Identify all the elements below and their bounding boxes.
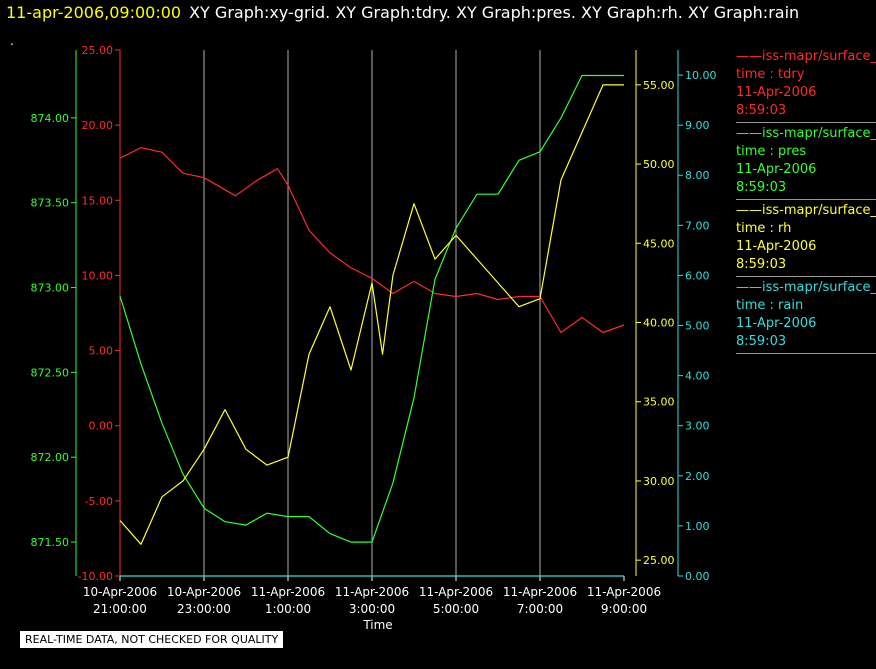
- legend-swatch-line: ——: [736, 280, 762, 295]
- x-tick-label: 10-Apr-2006: [83, 585, 157, 599]
- x-tick-label: 5:00:00: [433, 602, 479, 616]
- rh-tick-label: 40.00: [643, 317, 675, 330]
- legend-series-name: ——iss-mapr/surface_m: [736, 203, 876, 218]
- legend-date: 11-Apr-2006: [736, 316, 817, 331]
- rain-tick-label: 9.00: [685, 119, 710, 132]
- title-bar: 11-apr-2006,09:00:00 XY Graph:xy-grid. XY…: [6, 2, 799, 26]
- x-tick-label: 3:00:00: [349, 602, 395, 616]
- status-dot: .: [10, 34, 14, 48]
- x-tick-label: 11-Apr-2006: [587, 585, 661, 599]
- axes: 10-Apr-2006 21:00:00 10-Apr-2006 23:00:00 11…: [31, 44, 717, 616]
- legend-swatch-line: ——: [736, 126, 762, 141]
- rh-tick-label: 55.00: [643, 79, 675, 92]
- tdry-tick-label: -10.00: [78, 570, 113, 583]
- tdry-tick-label: 20.00: [82, 119, 114, 132]
- pres-tick-label: 874.00: [31, 112, 70, 125]
- pres-series-line: [119, 74, 624, 543]
- rh-series-line: [119, 84, 624, 545]
- pres-tick-label: 871.50: [31, 536, 70, 549]
- pres-tick-label: 872.50: [31, 366, 70, 379]
- x-tick-label: 21:00:00: [93, 602, 147, 616]
- legend-variable: time : tdry: [736, 67, 805, 82]
- x-tick-label: 1:00:00: [265, 602, 311, 616]
- legend-series-name: ——iss-mapr/surface_m: [736, 49, 876, 64]
- legend-entry-tdry: ——iss-mapr/surface_m time : tdry 11-Apr-…: [736, 48, 876, 123]
- x-axis-label: Time: [362, 618, 392, 632]
- legend-date: 11-Apr-2006: [736, 239, 817, 254]
- x-tick-label: 11-Apr-2006: [419, 585, 493, 599]
- pres-tick-label: 873.00: [31, 282, 70, 295]
- x-tick-label: 11-Apr-2006: [503, 585, 577, 599]
- rain-tick-label: 5.00: [685, 320, 710, 333]
- x-tick-label: 11-Apr-2006: [251, 585, 325, 599]
- rain-tick-label: 0.00: [685, 570, 710, 583]
- rain-tick-label: 4.00: [685, 370, 710, 383]
- legend-swatch-line: ——: [736, 203, 762, 218]
- legend-swatch-line: ——: [736, 49, 762, 64]
- legend-variable: time : rain: [736, 298, 804, 313]
- legend-time: 8:59:03: [736, 103, 787, 118]
- legend-series-name: ——iss-mapr/surface_m: [736, 126, 876, 141]
- legend-date: 11-Apr-2006: [736, 85, 817, 100]
- legend-variable: time : pres: [736, 144, 807, 159]
- rh-tick-label: 30.00: [643, 475, 675, 488]
- legend-time: 8:59:03: [736, 334, 787, 349]
- tdry-tick-label: 5.00: [89, 345, 114, 358]
- x-tick-label: 10-Apr-2006: [167, 585, 241, 599]
- legend: ——iss-mapr/surface_m time : tdry 11-Apr-…: [736, 48, 876, 356]
- legend-time: 8:59:03: [736, 257, 787, 272]
- rain-tick-label: 7.00: [685, 219, 710, 232]
- rh-tick-label: 25.00: [643, 554, 675, 567]
- legend-variable: time : rh: [736, 221, 792, 236]
- legend-entry-rh: ——iss-mapr/surface_m time : rh 11-Apr-20…: [736, 202, 876, 277]
- graph-list: XY Graph:xy-grid. XY Graph:tdry. XY Grap…: [189, 3, 800, 22]
- grid-lines: [203, 50, 541, 576]
- rain-tick-label: 3.00: [685, 420, 710, 433]
- rh-tick-label: 50.00: [643, 158, 675, 171]
- rain-tick-label: 1.00: [685, 520, 710, 533]
- x-tick-label: 7:00:00: [517, 602, 563, 616]
- rh-tick-label: 35.00: [643, 396, 675, 409]
- rain-tick-label: 2.00: [685, 470, 710, 483]
- quality-note: REAL-TIME DATA, NOT CHECKED FOR QUALITY: [20, 631, 284, 648]
- legend-series-name: ——iss-mapr/surface_m: [736, 280, 876, 295]
- x-tick-label: 11-Apr-2006: [335, 585, 409, 599]
- tdry-tick-label: 0.00: [89, 420, 114, 433]
- rain-tick-label: 6.00: [685, 269, 710, 282]
- tdry-tick-label: 25.00: [82, 44, 114, 57]
- pres-tick-label: 873.50: [31, 197, 70, 210]
- rain-tick-label: 10.00: [685, 69, 717, 82]
- tdry-tick-label: 10.00: [82, 269, 114, 282]
- legend-time: 8:59:03: [736, 180, 787, 195]
- legend-date: 11-Apr-2006: [736, 162, 817, 177]
- timestamp: 11-apr-2006,09:00:00: [6, 3, 182, 22]
- x-tick-label: 9:00:00: [601, 602, 647, 616]
- legend-entry-pres: ——iss-mapr/surface_m time : pres 11-Apr-…: [736, 125, 876, 200]
- x-tick-label: 23:00:00: [177, 602, 231, 616]
- tdry-tick-label: 15.00: [82, 194, 114, 207]
- series-lines: [119, 74, 625, 577]
- rh-tick-label: 45.00: [643, 237, 675, 250]
- xy-chart: 10-Apr-2006 21:00:00 10-Apr-2006 23:00:00 11…: [31, 44, 717, 632]
- tdry-tick-label: -5.00: [85, 495, 113, 508]
- rain-tick-label: 8.00: [685, 169, 710, 182]
- legend-entry-rain: ——iss-mapr/surface_m time : rain 11-Apr-…: [736, 279, 876, 354]
- pres-tick-label: 872.00: [31, 451, 70, 464]
